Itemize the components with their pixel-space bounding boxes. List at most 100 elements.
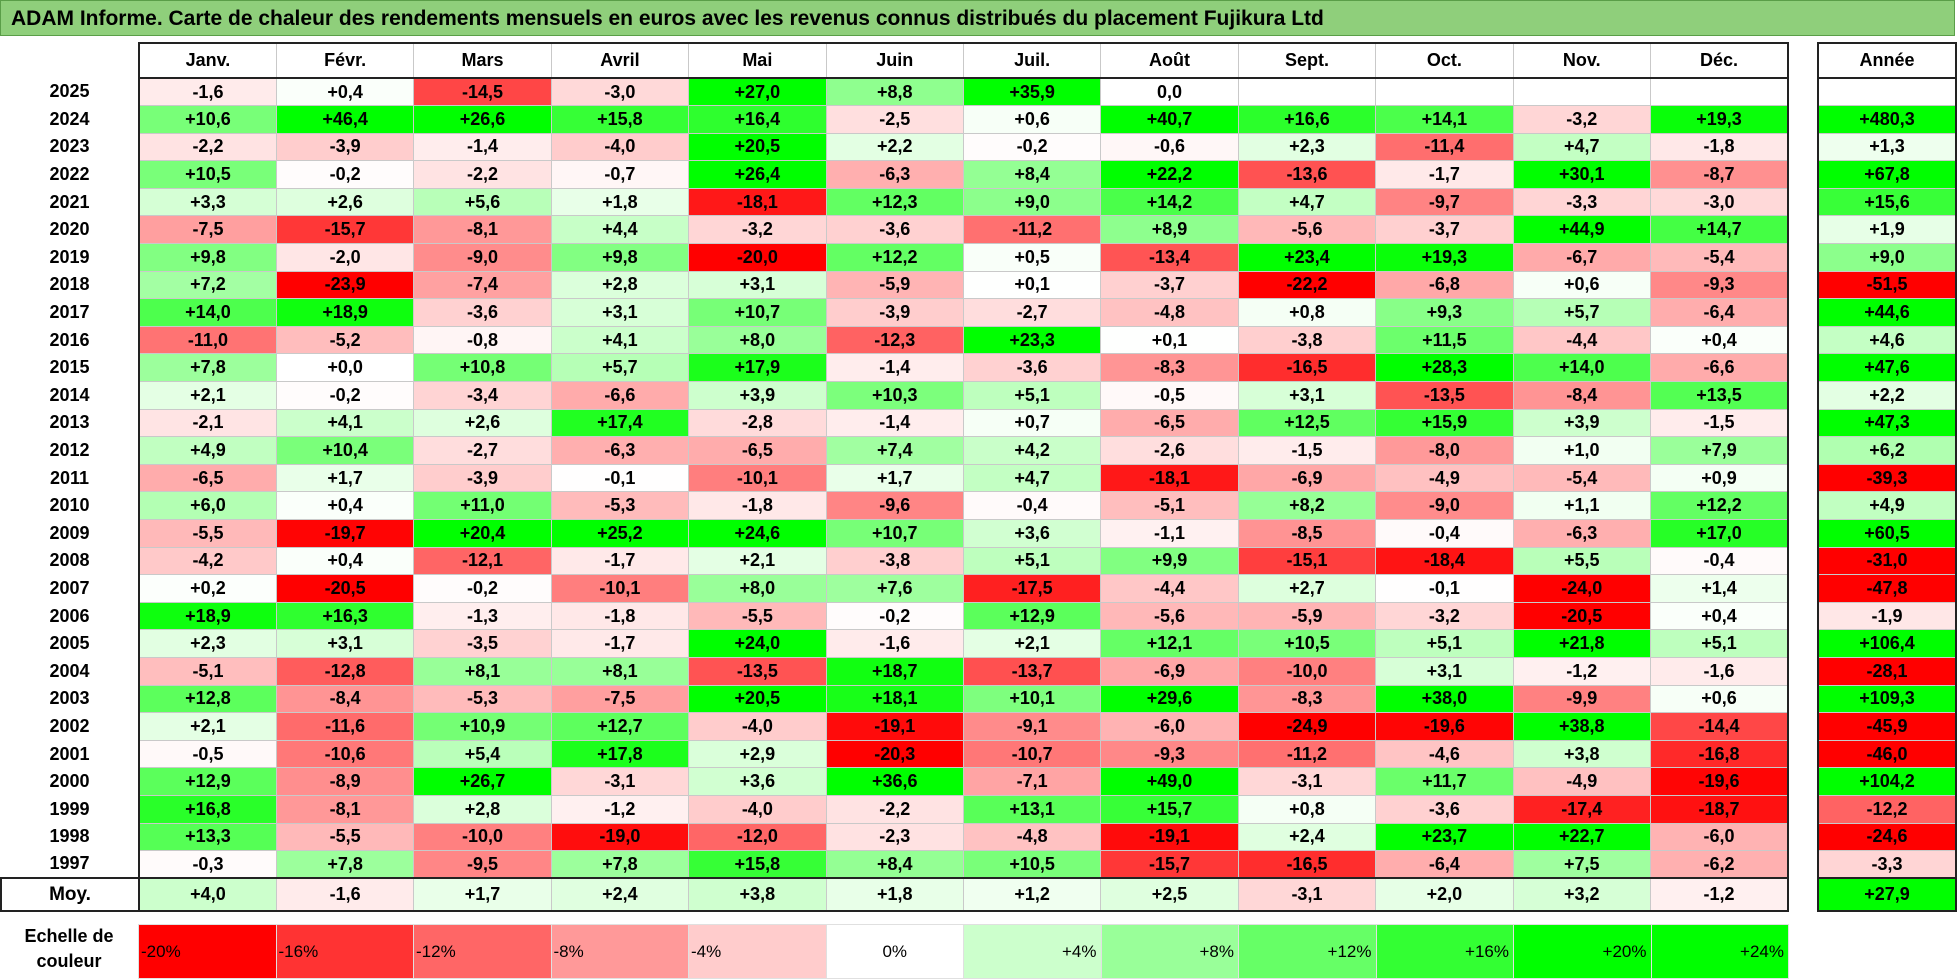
heatmap-cell: +3,1 — [550, 298, 690, 327]
heatmap-cell: +9,8 — [550, 243, 690, 272]
heatmap-cell: -10,1 — [688, 463, 827, 493]
heatmap-cell: +23,7 — [1375, 822, 1514, 852]
average-cell: +4,0 — [138, 877, 277, 913]
heatmap-cell: -4,0 — [688, 712, 827, 741]
heatmap-cell: +11,0 — [413, 491, 552, 520]
heatmap-cell: +16,8 — [138, 794, 277, 824]
heatmap-cell: +10,7 — [688, 298, 827, 327]
heatmap-cell: -18,4 — [1375, 546, 1514, 576]
heatmap-cell: -2,2 — [825, 794, 964, 824]
color-scale-step: +12% — [1238, 924, 1377, 979]
heatmap-cell: +0,1 — [1100, 325, 1239, 355]
heatmap-cell: -1,8 — [550, 601, 690, 631]
heatmap-cell: +22,2 — [1100, 160, 1239, 189]
heatmap-cell: -1,2 — [1512, 656, 1651, 686]
heatmap-cell: -6,5 — [688, 436, 827, 465]
heatmap-cell: +8,1 — [550, 656, 690, 686]
page-title: ADAM Informe. Carte de chaleur des rende… — [0, 0, 1955, 36]
heatmap-cell: +0,0 — [275, 353, 415, 383]
table-row: 2025 -1,6 +0,4 -14,5 -3,0 +27,0 +8,8 +35,9 0,0 — [1, 77, 1789, 107]
heatmap-cell: -8,0 — [1375, 436, 1514, 465]
heatmap-cell: +4,1 — [550, 325, 690, 355]
heatmap-cell: -4,4 — [1512, 325, 1651, 355]
annual-cell: +104,2 — [1817, 767, 1957, 796]
heatmap-cell: -3,8 — [1237, 325, 1377, 355]
heatmap-cell: +9,0 — [962, 187, 1102, 217]
heatmap-cell: -6,0 — [1649, 822, 1789, 852]
month-header: Nov. — [1512, 42, 1651, 79]
average-row: Moy. +4,0 -1,6 +1,7 +2,4 +3,8 +1,8 +1,2 +2,5 -3,1… — [0, 877, 1789, 913]
color-scale-step: -20% — [138, 924, 277, 979]
heatmap-cell: -3,9 — [825, 298, 964, 327]
heatmap-cell: -1,5 — [1649, 408, 1789, 438]
average-cell: +2,0 — [1375, 877, 1514, 913]
heatmap-cell: +8,4 — [825, 850, 964, 879]
annual-cell: +9,0 — [1817, 243, 1957, 272]
annual-row: +480,3 — [1817, 105, 1957, 134]
heatmap-cell: -4,9 — [1512, 767, 1651, 796]
heatmap-cell: +0,6 — [1649, 684, 1789, 714]
heatmap-cell: +12,5 — [1237, 408, 1377, 438]
heatmap-cell: -6,7 — [1512, 243, 1651, 272]
heatmap-cell: +38,0 — [1375, 684, 1514, 714]
average-cell: -3,1 — [1237, 877, 1377, 913]
annual-cell: -12,2 — [1817, 794, 1957, 824]
heatmap-cell: +5,1 — [1375, 629, 1514, 658]
heatmap-cell: -3,2 — [1512, 105, 1651, 134]
heatmap-cell: -5,6 — [1237, 215, 1377, 245]
heatmap-cell: -24,9 — [1237, 712, 1377, 741]
annual-row: +9,0 — [1817, 243, 1957, 272]
heatmap-cell: +3,6 — [962, 519, 1102, 548]
annual-table: Année +480,3 +1,3 +67,8 +15,6 +1,9 +9,0 -51,5 +… — [1817, 42, 1957, 913]
heatmap-cell: +18,9 — [275, 298, 415, 327]
heatmap-cell: +0,8 — [1237, 794, 1377, 824]
heatmap-cell: +1,4 — [1649, 574, 1789, 603]
year-label: 2023 — [1, 133, 140, 161]
heatmap-cell: +4,2 — [962, 436, 1102, 465]
table-row: 2016 -11,0 -5,2 -0,8 +4,1 +8,0 -12,3 +23,3 +0,1-… — [1, 325, 1789, 355]
heatmap-cell: -6,2 — [1649, 850, 1789, 879]
heatmap-cell: +18,1 — [825, 684, 964, 714]
heatmap-cell: +10,5 — [1237, 629, 1377, 658]
heatmap-cell: +4,4 — [550, 215, 690, 245]
heatmap-cell: +0,4 — [275, 546, 415, 576]
heatmap-cell: -3,6 — [825, 215, 964, 245]
annual-average-row: +27,9 — [1817, 877, 1957, 913]
heatmap-cell: +28,3 — [1375, 353, 1514, 383]
heatmap-cell: +38,8 — [1512, 712, 1651, 741]
heatmap-cell: -8,1 — [275, 794, 415, 824]
month-header: Déc. — [1649, 42, 1789, 79]
heatmap-cell: +30,1 — [1512, 160, 1651, 189]
heatmap-cell: -8,1 — [413, 215, 552, 245]
table-row: 1999 +16,8 -8,1 +2,8 -1,2 -4,0 -2,2 +13,1 +15,7 +… — [1, 794, 1789, 824]
annual-row: -12,2 — [1817, 794, 1957, 824]
heatmap-cell: -2,3 — [825, 822, 964, 852]
table-row: 2015 +7,8 +0,0 +10,8 +5,7 +17,9 -1,4 -3,6 -8,3 -1… — [1, 353, 1789, 383]
color-scale-step: -8% — [550, 924, 689, 979]
table-row: 2012 +4,9 +10,4 -2,7 -6,3 -6,5 +7,4 +4,2 -2,6 -1,… — [1, 436, 1789, 465]
table-row: 2005 +2,3 +3,1 -3,5 -1,7 +24,0 -1,6 +2,1 +12,1 +1… — [1, 629, 1789, 658]
heatmap-cell: -20,0 — [688, 243, 827, 272]
color-scale-step: 0% — [825, 924, 964, 979]
heatmap-cell: +11,7 — [1375, 767, 1514, 796]
year-label: 2018 — [1, 271, 140, 299]
year-label: 1998 — [1, 823, 140, 851]
heatmap-cell: +15,8 — [550, 105, 690, 134]
heatmap-cell: +0,8 — [1237, 298, 1377, 327]
month-header: Avril — [550, 42, 690, 79]
heatmap-cell: -3,2 — [688, 215, 827, 245]
heatmap-cell: +7,6 — [825, 574, 964, 603]
year-label: 2021 — [1, 188, 140, 216]
annual-cell: +60,5 — [1817, 519, 1957, 548]
heatmap-cell: +23,3 — [962, 325, 1102, 355]
heatmap-cell: +17,8 — [550, 739, 690, 769]
year-label: 2015 — [1, 353, 140, 382]
heatmap-cell: +1,8 — [550, 187, 690, 217]
heatmap-cell: -3,6 — [962, 353, 1102, 383]
heatmap-cell: -5,4 — [1512, 463, 1651, 493]
heatmap-cell: +23,4 — [1237, 243, 1377, 272]
heatmap-cell: -12,0 — [688, 822, 827, 852]
heatmap-cell: +0,5 — [962, 243, 1102, 272]
heatmap-cell: -0,5 — [1100, 381, 1239, 410]
table-row: 2023 -2,2 -3,9 -1,4 -4,0 +20,5 +2,2 -0,2 -0,6 +2,… — [1, 132, 1789, 162]
